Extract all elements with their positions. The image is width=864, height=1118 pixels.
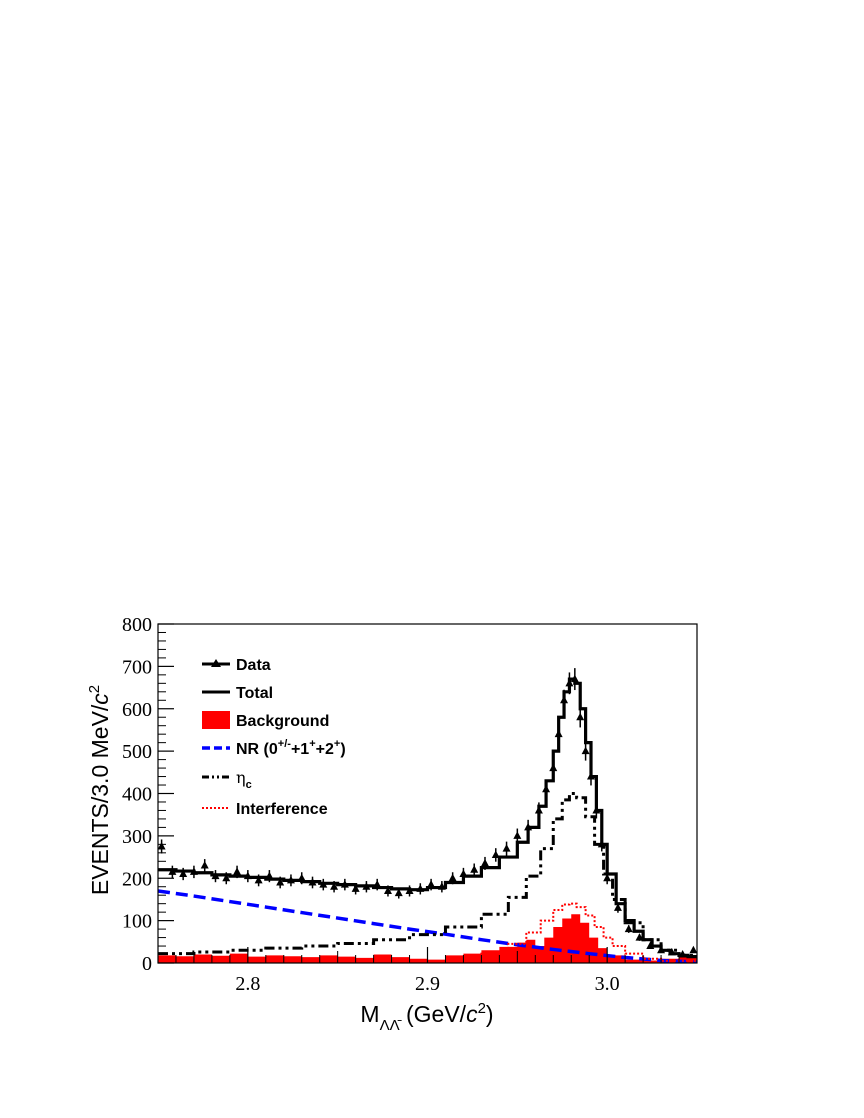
data-point — [524, 822, 533, 831]
data-points — [158, 668, 697, 958]
data-point — [427, 880, 436, 888]
data-point — [592, 805, 601, 814]
y-tick-label: 500 — [122, 741, 152, 763]
data-point — [243, 871, 252, 880]
y-tick-label: 400 — [122, 784, 152, 806]
data-point — [297, 873, 306, 882]
data-point — [308, 877, 317, 886]
y-tick-label: 600 — [122, 699, 152, 721]
data-point — [554, 729, 563, 738]
data-point — [416, 884, 425, 892]
data-point — [502, 844, 511, 852]
data-point — [179, 869, 188, 878]
y-tick-label: 200 — [122, 868, 152, 890]
axes: 0 100 200 300 400 500 600 700 800 2.8 2.9 3.0 — [122, 614, 698, 995]
data-point — [570, 674, 579, 683]
data-point — [459, 869, 468, 878]
data-point — [437, 882, 446, 890]
legend-label: Interference — [236, 801, 328, 818]
data-point — [448, 873, 457, 882]
y-tick-label: 700 — [122, 656, 152, 678]
data-point — [211, 871, 220, 880]
x-tick-label: 2.8 — [235, 973, 260, 995]
legend-marker — [211, 659, 221, 667]
legend-label: Data — [236, 657, 271, 674]
data-point — [491, 850, 500, 858]
data-point — [383, 886, 392, 894]
legend-item-nr: NR (0+/-+1++2+) — [202, 738, 346, 758]
data-point — [624, 924, 633, 933]
legend-item-total: Total — [202, 685, 273, 702]
data-point — [603, 873, 612, 882]
data-point — [480, 858, 489, 867]
data-point — [635, 933, 644, 941]
data-point — [613, 903, 622, 911]
data-point — [597, 839, 606, 848]
data-point — [233, 867, 242, 875]
data-point — [168, 867, 177, 875]
data-point — [351, 884, 360, 892]
data-point — [667, 947, 676, 956]
data-point — [689, 945, 697, 954]
background-histogram — [158, 914, 697, 963]
legend-item-etac: ηc — [202, 768, 252, 791]
data-point — [549, 763, 558, 772]
data-point — [646, 941, 655, 950]
data-point — [265, 871, 274, 880]
data-point — [565, 678, 574, 687]
data-point — [340, 880, 349, 888]
plot-frame — [157, 623, 698, 964]
etac-curve — [158, 792, 697, 958]
axis-titles: MΛΛ̄ (GeV/c2) EVENTS/3.0 MeV/c2 — [86, 685, 494, 1034]
data-point — [586, 772, 595, 780]
legend-swatch — [202, 711, 230, 729]
data-point — [158, 841, 166, 850]
data-point — [373, 880, 382, 888]
x-tick-label: 2.9 — [415, 973, 440, 995]
data-point — [394, 888, 403, 897]
data-point — [560, 695, 569, 704]
legend-item-interference: Interference — [202, 801, 328, 818]
legend-item-background: Background — [202, 711, 329, 730]
data-point — [581, 746, 590, 755]
data-point — [189, 867, 198, 875]
data-point — [362, 882, 371, 890]
data-point — [534, 805, 543, 814]
y-tick-label: 100 — [122, 911, 152, 933]
data-point — [330, 882, 339, 890]
y-tick-label: 300 — [122, 826, 152, 848]
data-point — [222, 873, 231, 882]
legend-label: Total — [236, 685, 273, 702]
x-axis-title: MΛΛ̄ (GeV/c2) — [360, 1000, 493, 1034]
data-point — [276, 877, 285, 886]
data-point — [200, 861, 209, 869]
legend-label: ηc — [236, 768, 252, 791]
y-tick-label: 0 — [142, 953, 152, 975]
legend-item-data: Data — [202, 657, 271, 674]
data-point — [470, 865, 479, 873]
data-point — [319, 880, 328, 888]
x-tick-label: 3.0 — [595, 973, 620, 995]
data-point — [254, 875, 263, 884]
y-axis-title: EVENTS/3.0 MeV/c2 — [86, 685, 113, 895]
data-point — [405, 886, 414, 894]
data-point — [513, 831, 522, 839]
data-point — [657, 945, 666, 954]
data-point — [542, 784, 551, 793]
data-point — [576, 712, 585, 721]
y-tick-label: 800 — [122, 614, 152, 636]
legend-label: NR (0+/-+1++2+) — [236, 738, 346, 758]
data-point — [678, 950, 687, 958]
legend-label: Background — [236, 713, 329, 730]
data-point — [286, 875, 295, 884]
legend: Data Total Background NR (0+/-+1++2+) ηc Inte… — [202, 657, 346, 818]
